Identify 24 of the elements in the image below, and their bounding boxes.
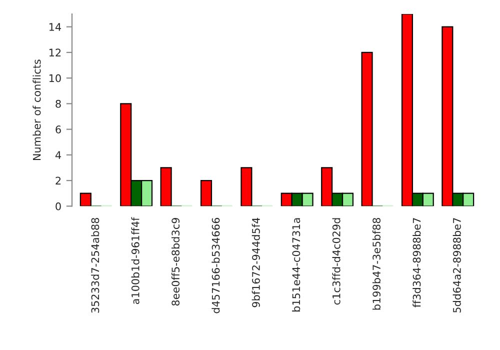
bar [361, 52, 373, 206]
x-tick-label: b199b47-3e5bf88 [372, 218, 381, 310]
y-tick-label: 10 [49, 74, 61, 82]
y-axis-title: Number of conflicts [32, 60, 41, 160]
bar [80, 192, 92, 206]
y-tick-label: 6 [56, 126, 61, 134]
y-tick-label: 12 [49, 48, 61, 56]
x-tick-label: d457166-b534666 [212, 218, 220, 314]
x-tick-label: ff3d364-8988be7 [412, 218, 421, 308]
bar [240, 167, 252, 206]
y-tick-label: 14 [49, 23, 61, 31]
x-tick-label: 9bf1672-944d5f4 [252, 218, 260, 308]
x-tick-label: 8ee0ff5-e8bd3c9 [171, 218, 180, 306]
y-tick-label: 4 [55, 151, 61, 159]
x-tick-label: b151e44-c04731a [292, 218, 300, 312]
bar [160, 167, 172, 206]
x-tick-label: 5dd64a2-8988be7 [452, 218, 461, 312]
x-tick-label: a100b1d-961ff4f [131, 217, 140, 304]
y-tick-label: 8 [56, 100, 61, 108]
y-tick-label: 2 [56, 176, 61, 184]
bar [200, 180, 212, 206]
x-tick-label: 35233d7-254ab88 [91, 218, 100, 313]
y-tick-label: 0 [56, 202, 61, 210]
x-tick-label: c1c3ffd-d4c029d [332, 218, 340, 305]
